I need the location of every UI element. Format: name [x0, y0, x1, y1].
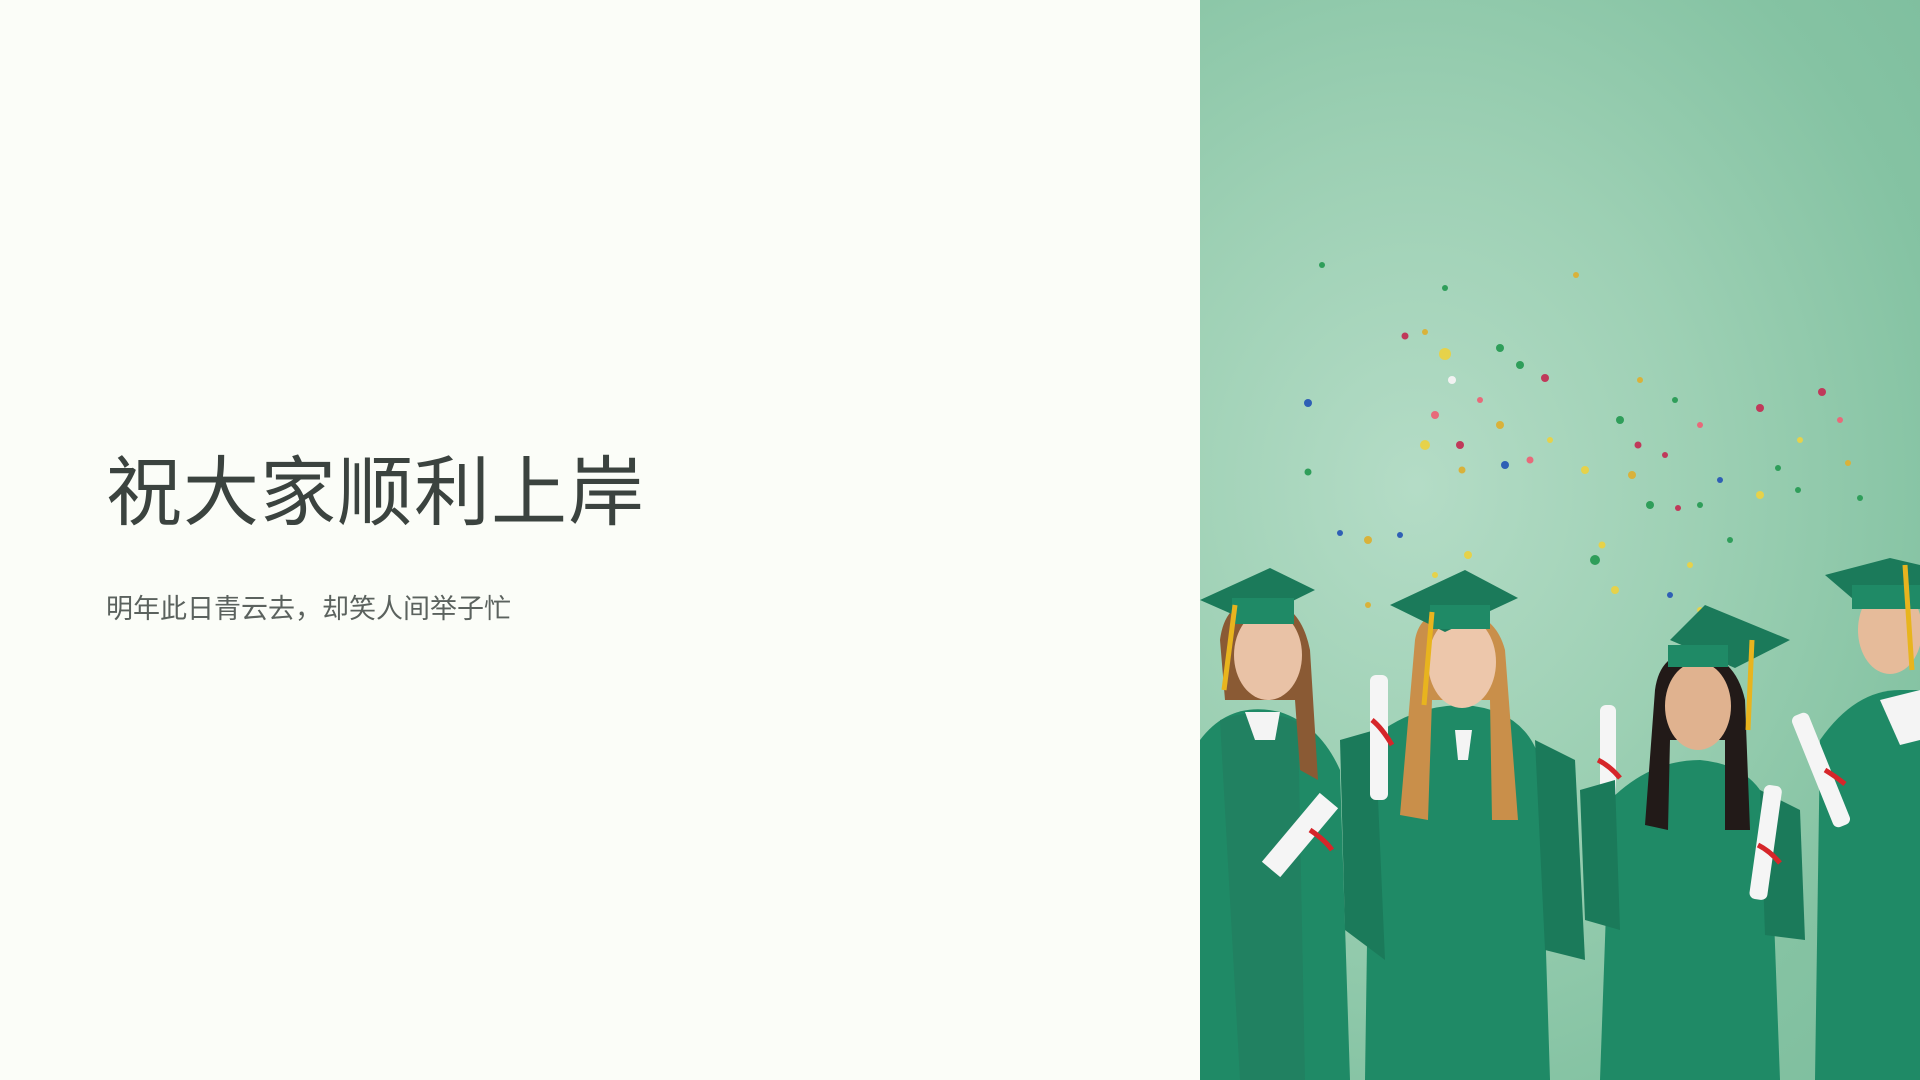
graduate-2 [1340, 570, 1622, 1080]
text-panel: 祝大家顺利上岸 明年此日青云去，却笑人间举子忙 [106, 448, 645, 625]
graduation-illustration [1200, 262, 1920, 1080]
graduation-photo [1200, 0, 1920, 1080]
confetti [1304, 262, 1863, 613]
graduate-4 [1791, 558, 1920, 1080]
graduate-3 [1580, 605, 1805, 1080]
graduate-1 [1200, 568, 1350, 1080]
slide-title: 祝大家顺利上岸 [106, 448, 645, 537]
slide-subtitle: 明年此日青云去，却笑人间举子忙 [106, 594, 511, 625]
